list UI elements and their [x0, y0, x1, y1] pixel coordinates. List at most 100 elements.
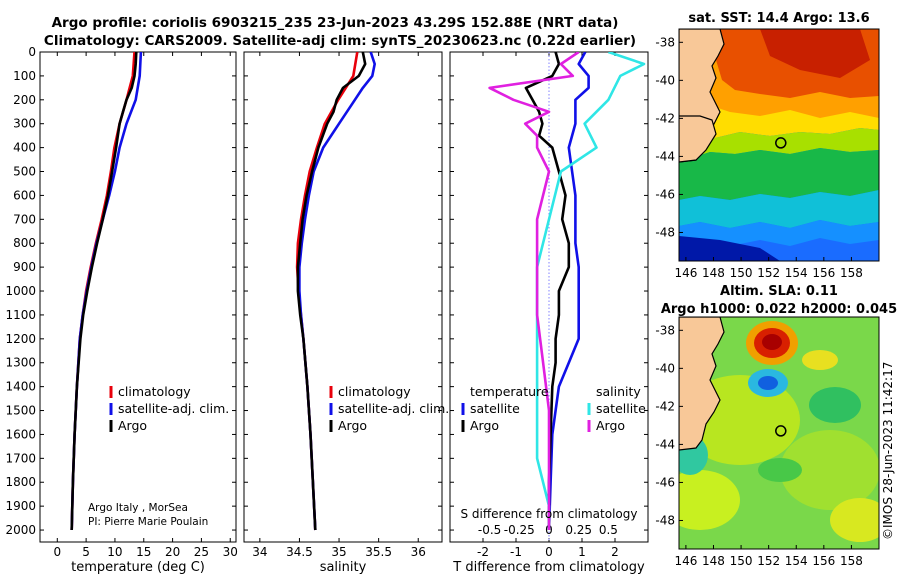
- depth-tick-label: 500: [13, 165, 36, 179]
- map-y-tick-label: -42: [655, 399, 675, 413]
- map-x-tick-label: 152: [757, 554, 780, 568]
- map-x-tick-label: 148: [702, 554, 725, 568]
- map-x-tick-label: 152: [757, 266, 780, 280]
- salinity-legend: climatology satellite-adj. clim. Argo: [329, 384, 449, 433]
- series-line-sat_salinity: [535, 52, 646, 530]
- map-y-tick-label: -38: [655, 35, 675, 49]
- x-tick-label: 0: [53, 545, 61, 559]
- map-x-tick-label: 146: [674, 554, 697, 568]
- series-line-argo: [70, 52, 138, 531]
- map-y-tick-label: -48: [655, 513, 675, 527]
- map-x-tick-label: 156: [812, 266, 835, 280]
- title-line-2: Climatology: CARS2009. Satellite-adj cli…: [44, 33, 636, 49]
- x-tick-label: 5: [82, 545, 90, 559]
- depth-tick-label: 400: [13, 141, 36, 155]
- title-line-1: Argo profile: coriolis 6903215_235 23-Ju…: [52, 15, 619, 31]
- x-tick-label: 35.5: [365, 545, 392, 559]
- depth-tick-label: 1200: [5, 332, 36, 346]
- map-x-tick-label: 158: [840, 266, 863, 280]
- map-y-tick-label: -40: [655, 73, 675, 87]
- sst-map-title: sat. SST: 14.4 Argo: 13.6: [688, 11, 869, 26]
- map-x-tick-label: 146: [674, 266, 697, 280]
- series-line-argo: [296, 52, 367, 531]
- map-y-tick-label: -48: [655, 225, 675, 239]
- annotation-line-2: PI: Pierre Marie Poulain: [88, 516, 208, 528]
- series-line-climatology: [70, 52, 136, 531]
- depth-tick-label: 100: [13, 69, 36, 83]
- map-y-tick-label: -44: [655, 149, 675, 163]
- legend-label-s-satellite: satellite: [596, 401, 646, 416]
- depth-tick-label: 1000: [5, 284, 36, 298]
- depth-tick-label: 1400: [5, 380, 36, 394]
- temperature-lines: [70, 52, 143, 531]
- x-tick-label: 2: [611, 545, 619, 559]
- depth-tick-label: 200: [13, 93, 36, 107]
- s-tick-label: 0.25: [565, 523, 592, 537]
- depth-tick-label: 700: [13, 212, 36, 226]
- depth-tick-label: 0: [28, 45, 36, 59]
- x-tick-label: 20: [165, 545, 180, 559]
- sla-map-title-1: Altim. SLA: 0.11: [720, 284, 838, 299]
- x-tick-label: 34: [252, 545, 267, 559]
- legend-label-satellite: satellite-adj. clim.: [118, 401, 229, 416]
- depth-tick-label: 900: [13, 260, 36, 274]
- legend-label-climatology: climatology: [338, 384, 411, 399]
- s-tick-label: 0.5: [599, 523, 618, 537]
- temperature-axes: [39, 51, 237, 543]
- series-line-argo_salinity: [488, 52, 580, 530]
- map-x-tick-label: 158: [840, 554, 863, 568]
- difference-legend-temperature: temperature satellite Argo: [461, 384, 549, 433]
- map-y-tick-label: -46: [655, 187, 675, 201]
- depth-tick-labels: 0 100 200 300 400 500 600 700 800 900 1000 1100 1200…: [5, 45, 36, 537]
- depth-tick-label: 1300: [5, 356, 36, 370]
- x-tick-label: 36: [411, 545, 426, 559]
- map-x-tick-label: 150: [730, 554, 753, 568]
- series-line-argo: [524, 52, 571, 530]
- sla-map-title-2: Argo h1000: 0.022 h2000: 0.045: [661, 302, 897, 317]
- series-line-satellite: [547, 52, 590, 531]
- sla-map-frame: [678, 316, 880, 550]
- temperature-legend: climatology satellite-adj. clim. Argo: [109, 384, 229, 433]
- x-tick-label: -1: [510, 545, 522, 559]
- legend-title-temperature: temperature: [470, 384, 549, 399]
- s-difference-label: S difference from climatology: [461, 507, 638, 521]
- series-line-satellite: [70, 52, 143, 531]
- map-y-tick-label: -42: [655, 111, 675, 125]
- map-x-tick-label: 150: [730, 266, 753, 280]
- legend-label-argo: Argo: [118, 418, 147, 433]
- difference-legend-salinity: salinity satellite Argo: [587, 384, 646, 433]
- depth-tick-label: 1900: [5, 499, 36, 513]
- x-tick-label: 25: [194, 545, 209, 559]
- sst-map-frame: [678, 28, 880, 262]
- x-tick-label: 15: [136, 545, 151, 559]
- annotation-line-1: Argo Italy , MorSea: [88, 502, 188, 514]
- x-tick-label: 1: [578, 545, 586, 559]
- legend-label-satellite: satellite-adj. clim.: [338, 401, 449, 416]
- sst-map-image: [679, 29, 879, 261]
- depth-tick-label: 800: [13, 236, 36, 250]
- x-tick-label: 34.5: [286, 545, 313, 559]
- depth-tick-label: 300: [13, 117, 36, 131]
- map-y-tick-label: -38: [655, 323, 675, 337]
- sla-map-image: [679, 317, 879, 549]
- salinity-axes: [243, 51, 443, 543]
- legend-label-climatology: climatology: [118, 384, 191, 399]
- x-tick-label: 30: [223, 545, 238, 559]
- depth-tick-label: 1100: [5, 308, 36, 322]
- sst-argo-marker: [775, 137, 787, 149]
- difference-xlabel: T difference from climatology: [452, 560, 645, 575]
- x-tick-label: -2: [477, 545, 489, 559]
- x-tick-label: 0: [545, 545, 553, 559]
- x-tick-label: 35: [331, 545, 346, 559]
- salinity-xlabel: salinity: [320, 560, 367, 575]
- s-tick-label: -0.5: [478, 523, 501, 537]
- legend-label-argo: Argo: [338, 418, 367, 433]
- depth-tick-label: 2000: [5, 523, 36, 537]
- difference-lines: [488, 52, 646, 542]
- x-tick-label: 10: [107, 545, 122, 559]
- map-x-tick-label: 154: [785, 554, 808, 568]
- depth-tick-label: 1800: [5, 475, 36, 489]
- legend-title-salinity: salinity: [596, 384, 641, 399]
- map-y-tick-label: -40: [655, 361, 675, 375]
